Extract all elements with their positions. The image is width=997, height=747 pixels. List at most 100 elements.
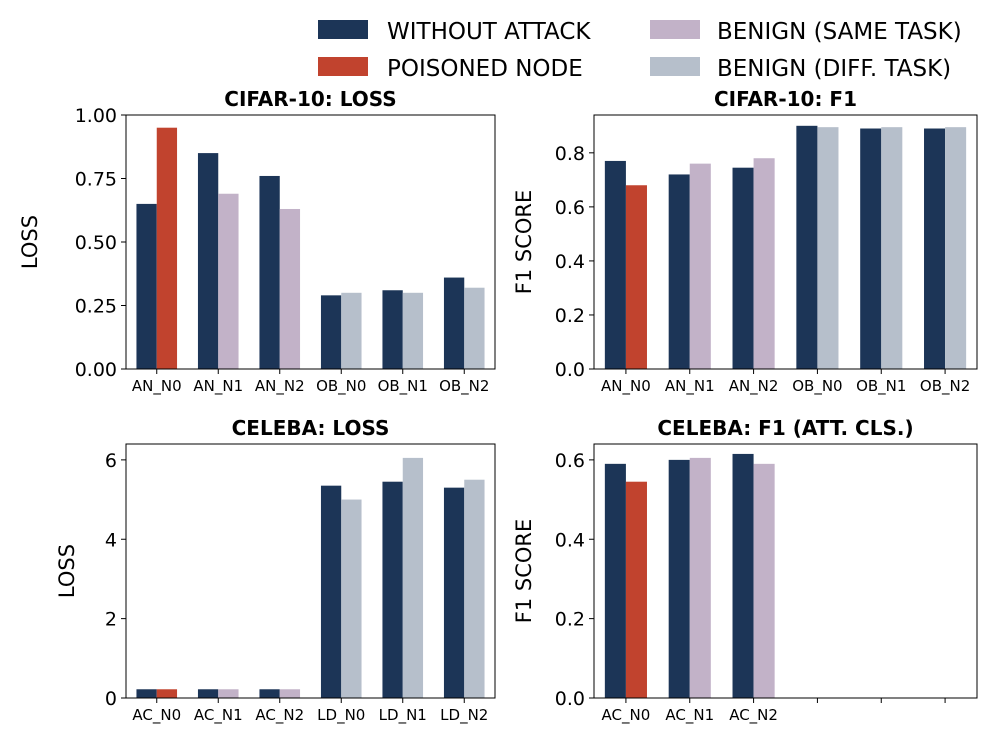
legend-label-without-attack: WITHOUT ATTACK [387,19,591,45]
y-tick-label: 0.75 [75,169,117,191]
bar-without-attack [604,160,626,369]
bar-benign-diff-task [945,127,967,369]
x-tick-label: AN_N1 [665,377,715,396]
bar-benign-diff-task [464,287,485,369]
bar-benign-same-task [689,163,711,369]
y-tick-label: 6 [105,450,117,472]
bar-without-attack [860,128,882,369]
chart-panel-2: CIFAR-10: F1 F1 SCORE AN_N0 AN_N1 AN_N2 OB_N0… [512,87,978,396]
plot-frame [125,443,496,699]
y-tick-label: 0.25 [75,296,117,318]
bar-without-attack [259,689,280,698]
legend-entry-without-attack: WITHOUT ATTACK [318,19,591,45]
chart-panel-4: CELEBA: F1 (ATT. CLS.) F1 SCORE AC_N0 AC_N1… [512,416,978,725]
x-tick-label: AC_N1 [194,706,243,725]
y-tick-label: 0.6 [555,450,585,472]
y-axis-label: F1 SCORE [512,190,536,295]
panel-title: CIFAR-10: F1 [714,87,857,111]
bar-without-attack [259,175,280,369]
x-tick-label: AC_N2 [729,706,778,725]
y-axis-label: F1 SCORE [512,519,536,624]
legend-swatch-benign-same-task [650,20,700,39]
legend: WITHOUT ATTACK POISONED NODE BENIGN (SAM… [318,19,962,82]
bar-benign-diff-task [881,127,903,369]
bar-poisoned-node [625,185,647,369]
y-tick-label: 1.00 [75,105,117,127]
y-tick-label: 0.2 [555,305,585,327]
bar-without-attack [197,153,219,369]
bar-without-attack [732,167,754,369]
bar-benign-same-task [218,193,239,369]
x-tick-label: LD_N2 [440,706,488,725]
legend-swatch-without-attack [318,20,368,39]
bar-without-attack [796,125,818,370]
x-tick-label: OB_N2 [439,377,489,396]
y-tick-label: 0.2 [555,609,585,631]
bar-without-attack [382,481,403,698]
bar-poisoned-node [156,689,178,698]
bar-benign-diff-task [341,292,362,369]
y-tick-label: 2 [105,609,117,631]
bar-without-attack [443,487,465,698]
panel-title: CELEBA: LOSS [232,416,390,440]
bar-without-attack [732,453,754,698]
x-tick-label: AC_N2 [255,706,304,725]
plot-frame [593,443,978,699]
legend-label-benign-same-task: BENIGN (SAME TASK) [717,19,962,45]
x-tick-label: AC_N0 [132,706,181,725]
x-tick-label: OB_N2 [920,377,970,396]
bar-benign-diff-task [402,292,424,369]
bar-without-attack [668,174,690,369]
bar-benign-diff-task [817,127,839,369]
plot-frame [593,114,978,370]
bar-without-attack [443,277,465,369]
x-tick-label: LD_N1 [379,706,427,725]
x-tick-label: OB_N1 [378,377,428,396]
bar-benign-same-task [218,689,239,698]
chart-panel-3: CELEBA: LOSS LOSS AC_N0 AC_N1 AC_N2 LD_N0 LD_N… [55,416,496,725]
chart-panel-1: CIFAR-10: LOSS LOSS AN_N0 AN_N1 AN_N2 OB_N0 OB… [18,87,496,396]
bar-benign-diff-task [341,499,362,698]
bar-without-attack [320,295,342,369]
x-tick-label: OB_N0 [792,377,842,396]
bar-poisoned-node [156,127,178,369]
y-tick-label: 0.0 [555,359,585,381]
y-axis-label: LOSS [55,544,79,598]
plot-frame [125,114,496,370]
x-tick-label: LD_N0 [317,706,365,725]
x-tick-label: AN_N2 [729,377,779,396]
bar-without-attack [924,128,946,369]
x-tick-label: AN_N2 [255,377,305,396]
x-tick-label: AC_N1 [665,706,714,725]
legend-entry-poisoned-node: POISONED NODE [318,56,583,82]
legend-label-benign-diff-task: BENIGN (DIFF. TASK) [717,56,951,82]
bar-without-attack [197,689,219,698]
x-tick-label: AN_N0 [601,377,651,396]
y-tick-label: 0.0 [555,688,585,710]
bar-benign-same-task [279,689,301,698]
y-tick-label: 0.00 [75,359,117,381]
panel-title: CIFAR-10: LOSS [224,87,396,111]
bar-without-attack [668,459,690,698]
bar-without-attack [382,290,403,369]
legend-swatch-benign-diff-task [650,57,700,76]
bar-without-attack [136,689,157,698]
y-axis-label: LOSS [18,215,42,269]
y-tick-label: 4 [105,529,117,551]
legend-label-poisoned-node: POISONED NODE [387,56,583,82]
y-tick-label: 0.4 [555,251,585,273]
bar-benign-same-task [279,208,301,369]
bar-without-attack [320,485,342,698]
bar-benign-same-task [753,463,775,698]
bar-poisoned-node [625,481,647,698]
bar-benign-diff-task [402,457,424,698]
y-tick-label: 0.8 [555,143,585,165]
legend-entry-benign-same-task: BENIGN (SAME TASK) [650,19,962,45]
y-tick-label: 0 [105,688,117,710]
panel-title: CELEBA: F1 (ATT. CLS.) [657,416,913,440]
bar-benign-diff-task [464,479,485,698]
x-tick-label: AN_N0 [132,377,182,396]
bar-without-attack [604,463,626,698]
y-tick-label: 0.4 [555,529,585,551]
